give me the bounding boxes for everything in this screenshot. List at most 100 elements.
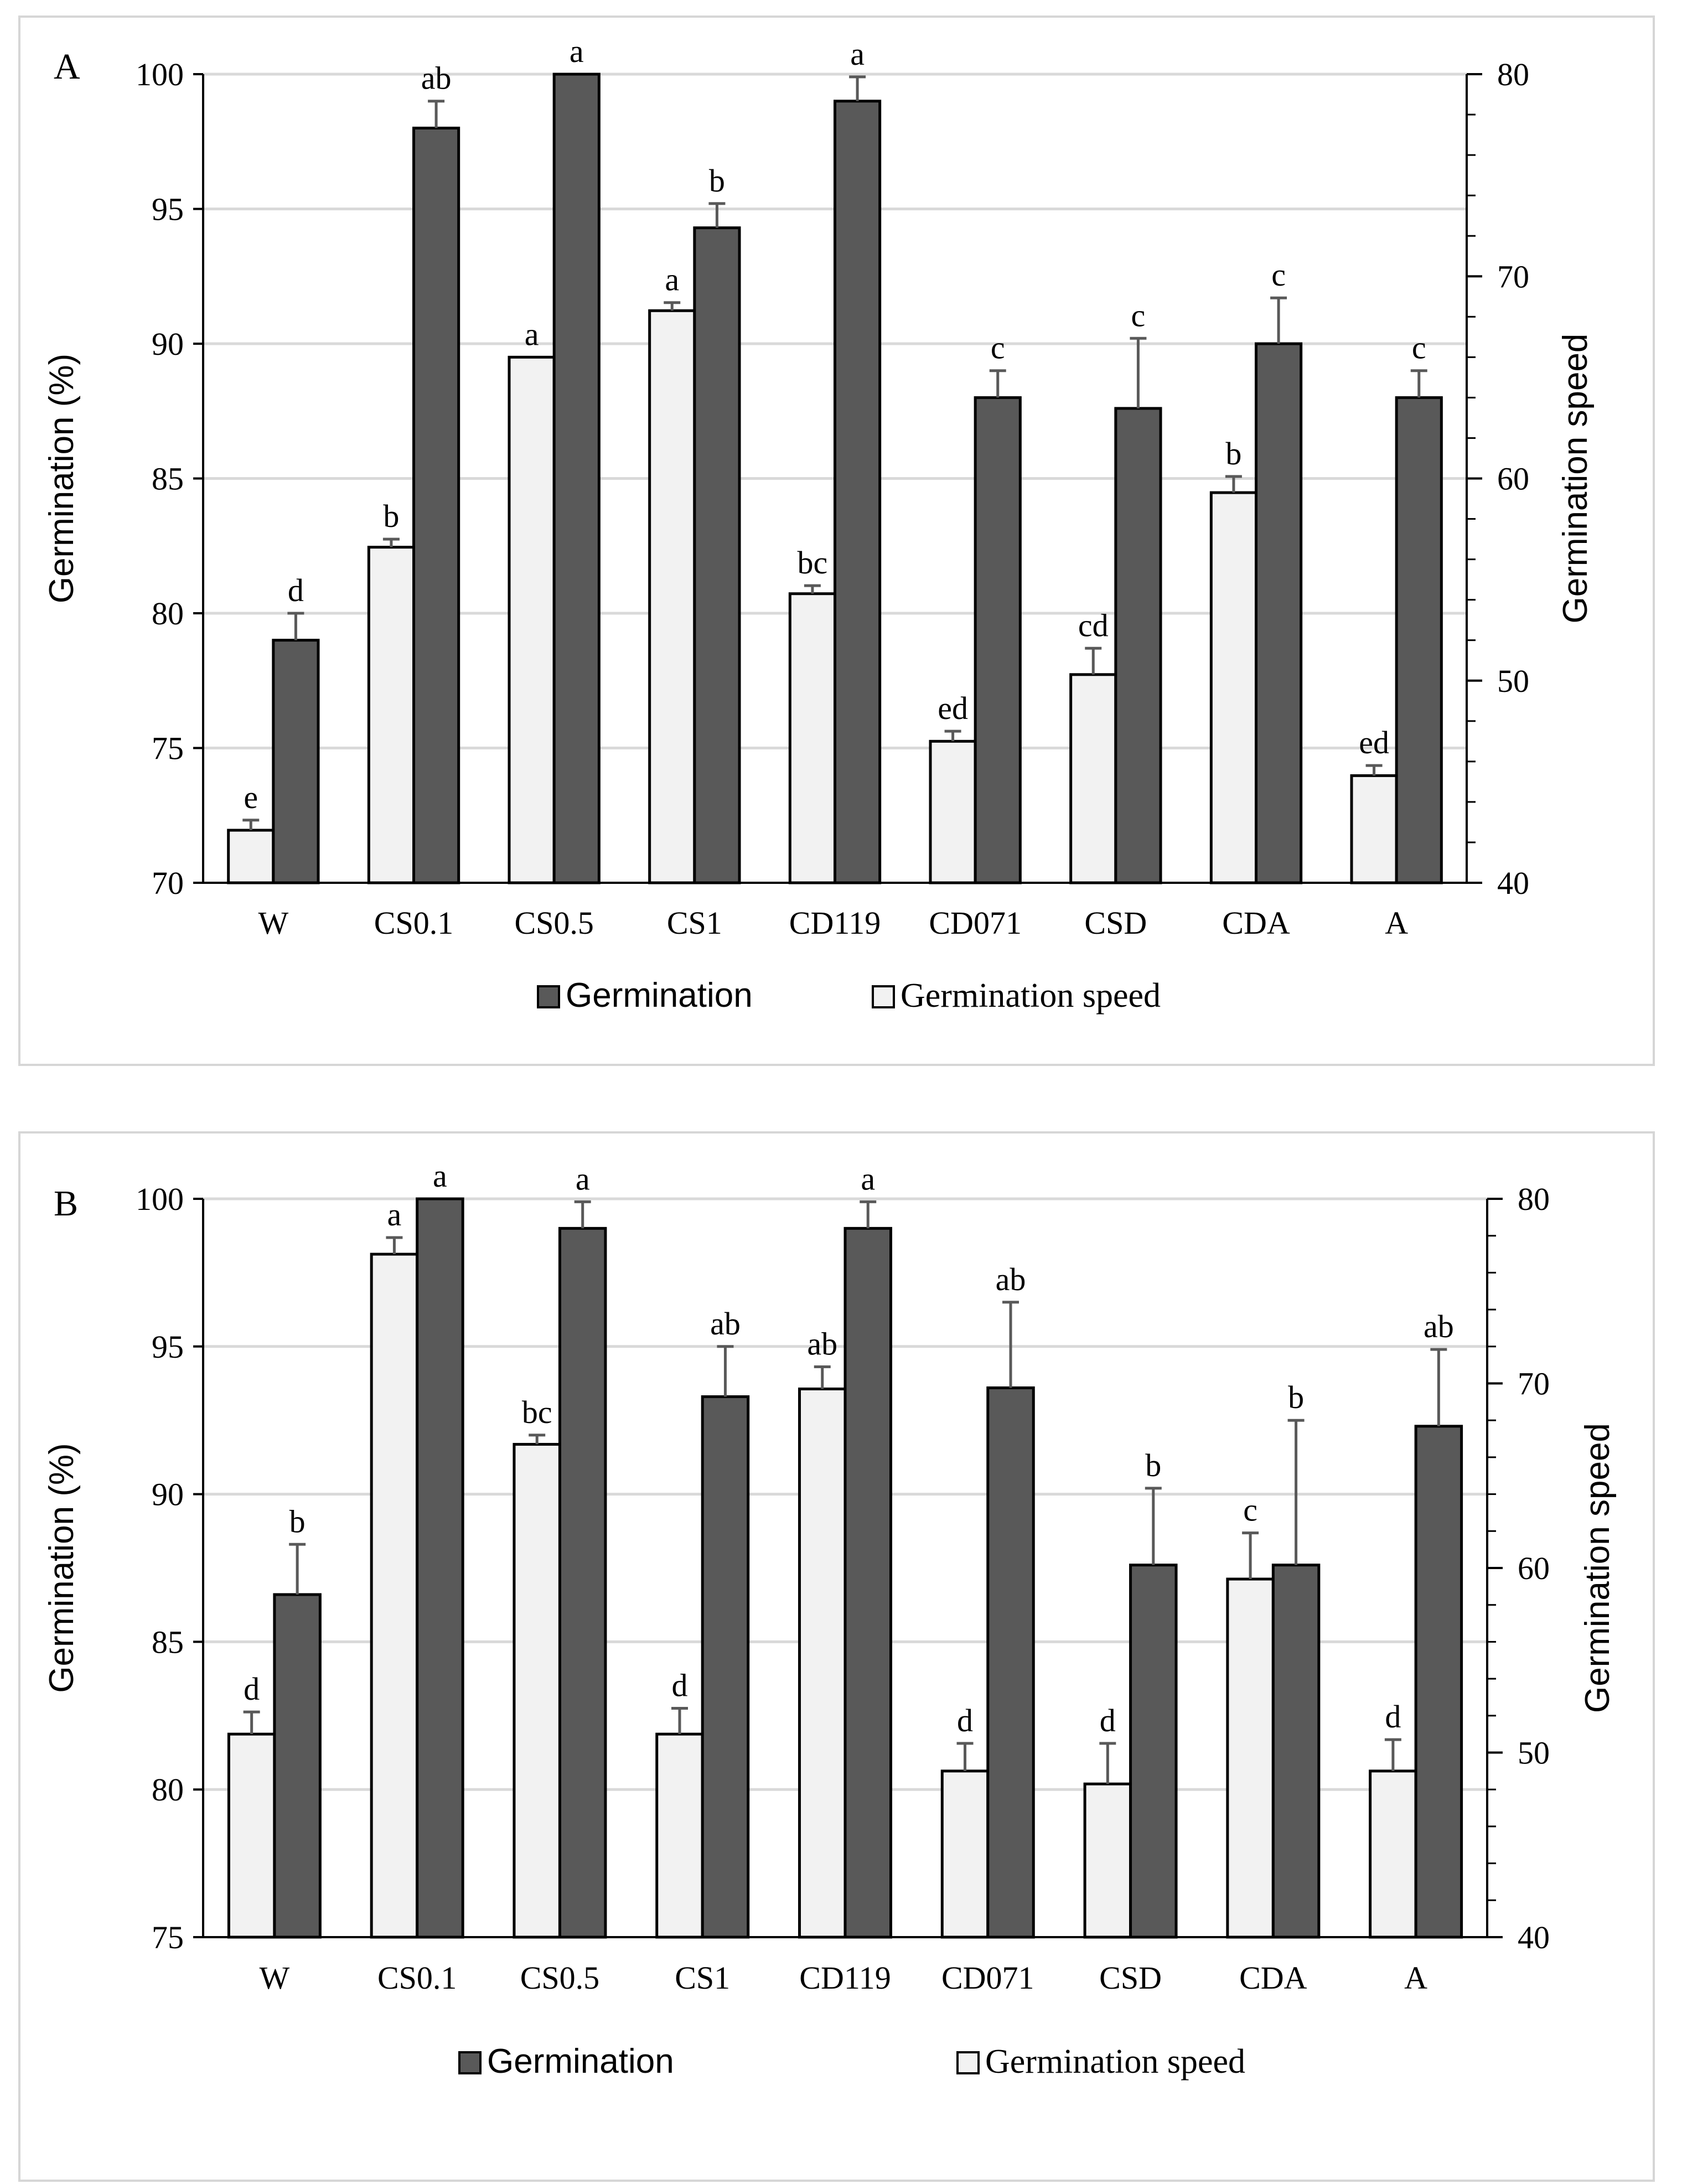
y2-tick-label: 70 — [1518, 1366, 1550, 1402]
x-tick-label: CDA — [1239, 1960, 1307, 1996]
y-tick-label: 100 — [136, 56, 184, 92]
y-tick-label: 75 — [152, 731, 184, 767]
significance-label: ab — [807, 1326, 837, 1362]
x-tick-label: CD071 — [929, 905, 1022, 941]
bar-germination — [273, 1593, 322, 1939]
x-tick-label: CSD — [1099, 1960, 1162, 1996]
significance-label: bc — [522, 1394, 552, 1430]
y-axis-title: Germination (%) — [43, 1443, 81, 1693]
x-tick-label: CS0.5 — [520, 1960, 599, 1996]
y2-tick-label: 60 — [1497, 461, 1529, 497]
bar-germination-speed — [929, 739, 977, 884]
significance-label: ab — [710, 1306, 741, 1342]
bar-germination-speed — [370, 1253, 419, 1939]
y-tick-label: 80 — [152, 596, 184, 632]
x-tick-label: W — [258, 905, 288, 941]
legend-label-germination-speed: Germination speed — [985, 2043, 1245, 2081]
significance-label: c — [991, 330, 1005, 366]
x-tick-label: CD119 — [789, 905, 881, 941]
significance-label: a — [665, 262, 679, 298]
x-tick-label: A — [1385, 905, 1408, 941]
bar-germination-speed — [227, 829, 275, 884]
bar-germination — [843, 1226, 892, 1939]
x-tick-label: CS0.1 — [374, 905, 453, 941]
y2-tick-label: 80 — [1518, 1181, 1550, 1217]
significance-label: a — [570, 33, 584, 69]
y-tick-label: 85 — [152, 461, 184, 497]
bar-germination-speed — [1350, 774, 1398, 884]
significance-label: b — [1225, 436, 1241, 472]
y-tick-label: 95 — [152, 192, 184, 227]
bar-germination — [974, 396, 1022, 884]
y2-tick-label: 50 — [1497, 663, 1529, 699]
significance-label: a — [525, 316, 539, 352]
x-tick-label: W — [260, 1960, 290, 1996]
y-tick-label: 70 — [152, 865, 184, 901]
bar-germination — [1114, 407, 1162, 884]
y2-tick-label: 80 — [1497, 56, 1529, 92]
significance-label: c — [1131, 297, 1146, 333]
bar-germination-speed — [1209, 491, 1257, 884]
panel-label: A — [54, 46, 80, 87]
bar-germination — [1414, 1425, 1463, 1939]
y-tick-label: 90 — [152, 326, 184, 362]
y2-tick-label: 40 — [1518, 1919, 1550, 1955]
x-tick-label: CS0.1 — [377, 1960, 457, 1996]
bar-germination-speed — [648, 309, 696, 884]
significance-label: a — [387, 1197, 402, 1233]
legend-label-germination-speed: Germination speed — [900, 977, 1161, 1015]
significance-label: b — [383, 498, 399, 534]
y2-tick-label: 70 — [1497, 258, 1529, 294]
significance-label: ab — [996, 1261, 1026, 1297]
significance-label: cd — [1078, 607, 1109, 643]
x-tick-label: A — [1404, 1960, 1427, 1996]
bar-germination — [986, 1386, 1035, 1939]
chart-b-svg: 75808590951004050607080dbWaaCS0.1bcaCS0.… — [43, 1158, 1617, 2081]
x-tick-label: CDA — [1222, 905, 1290, 941]
significance-label: a — [861, 1161, 875, 1197]
significance-label: ab — [1424, 1308, 1454, 1344]
y-tick-label: 90 — [152, 1477, 184, 1513]
bar-germination-speed — [508, 355, 556, 884]
significance-label: e — [244, 779, 258, 815]
significance-label: d — [957, 1702, 973, 1738]
x-tick-label: CSD — [1084, 905, 1147, 941]
bar-germination-speed — [1069, 673, 1117, 884]
bar-germination — [552, 73, 601, 884]
x-tick-label: CS0.5 — [514, 905, 593, 941]
significance-label: c — [1412, 330, 1426, 366]
bar-germination-speed — [227, 1732, 276, 1939]
x-tick-label: CD119 — [799, 1960, 891, 1996]
legend-label-germination: Germination — [487, 2042, 674, 2081]
bar-germination-speed — [513, 1443, 561, 1939]
y-axis-title: Germination (%) — [43, 354, 81, 603]
y2-axis-title: Germination speed — [1556, 334, 1595, 624]
bar-germination-speed — [367, 546, 415, 884]
bar-germination-speed — [1226, 1577, 1275, 1939]
panel-label: B — [54, 1183, 78, 1224]
bar-germination — [834, 100, 882, 884]
bar-germination — [272, 639, 320, 884]
x-tick-label: CS1 — [675, 1960, 730, 1996]
legend-swatch-germination-speed — [872, 985, 895, 1008]
y2-tick-label: 60 — [1518, 1550, 1550, 1586]
y2-axis-title: Germination speed — [1579, 1423, 1617, 1713]
significance-label: bc — [798, 545, 828, 581]
y-tick-label: 75 — [152, 1919, 184, 1955]
significance-label: b — [1288, 1379, 1304, 1415]
significance-label: ed — [1359, 724, 1389, 760]
legend-label-germination: Germination — [566, 976, 753, 1015]
significance-label: a — [576, 1161, 590, 1197]
legend-swatch-germination — [537, 985, 560, 1008]
significance-label: a — [433, 1158, 447, 1194]
significance-label: d — [288, 572, 304, 608]
significance-label: d — [1385, 1699, 1401, 1735]
bar-germination — [701, 1395, 750, 1939]
significance-label: d — [244, 1671, 260, 1707]
significance-label: a — [850, 36, 865, 72]
significance-label: b — [709, 163, 725, 199]
significance-label: b — [289, 1503, 306, 1539]
bar-germination-speed — [788, 592, 836, 884]
bar-germination — [416, 1197, 464, 1939]
